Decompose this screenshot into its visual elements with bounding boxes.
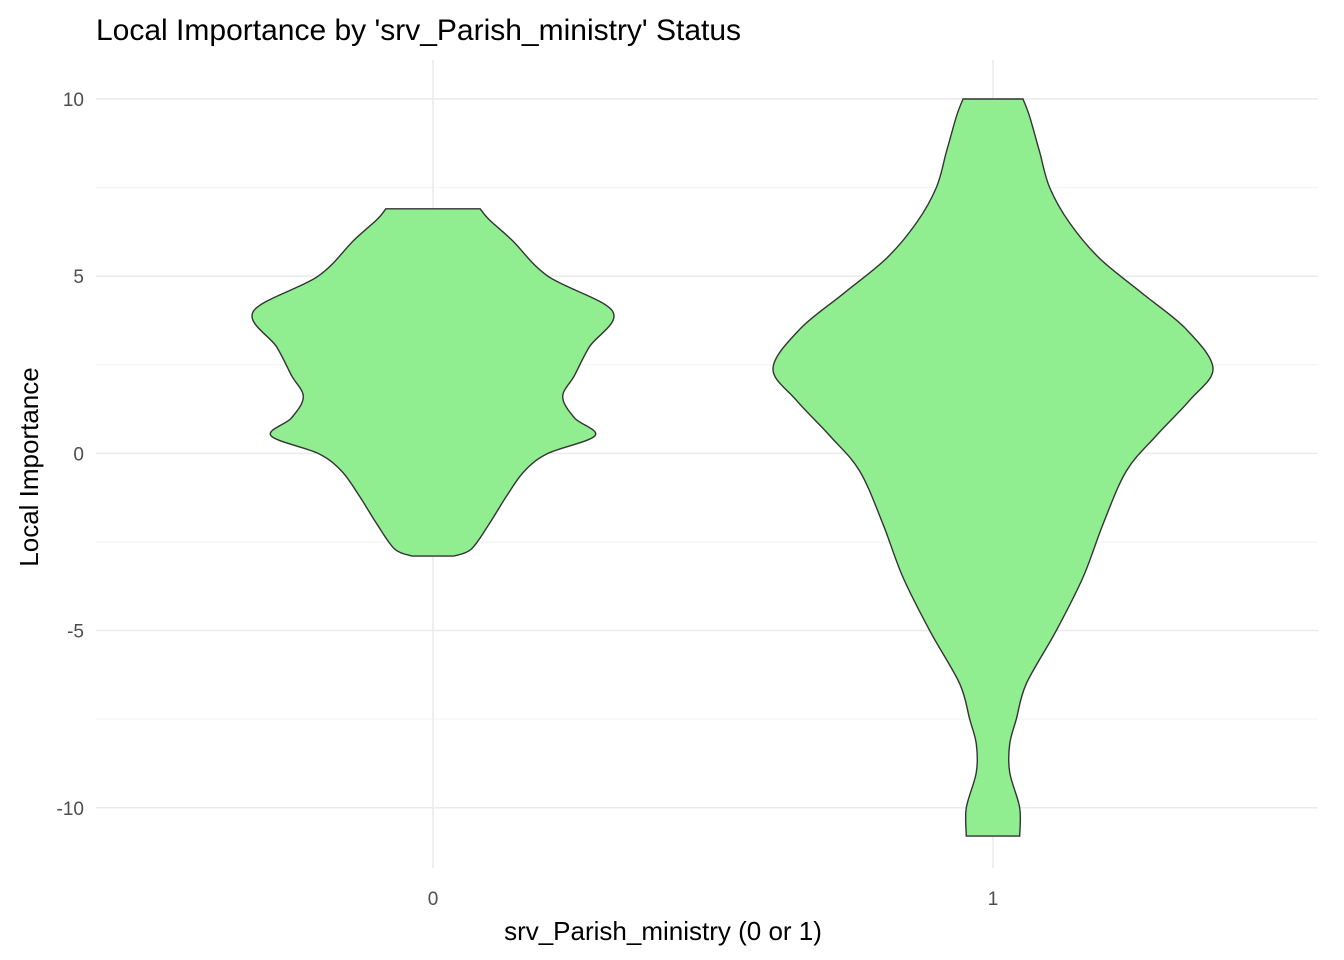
- x-tick-label: 1: [988, 889, 999, 910]
- y-tick-label: 10: [63, 90, 84, 111]
- y-tick-label: 5: [73, 267, 84, 288]
- chart-title: Local Importance by 'srv_Parish_ministry…: [96, 14, 741, 47]
- grid-lines: [96, 60, 1318, 868]
- y-tick-label: 0: [73, 444, 84, 465]
- violin-0: [251, 208, 615, 557]
- x-tick-label: 0: [428, 889, 439, 910]
- y-axis-title: Local Importance: [14, 367, 44, 566]
- y-axis-tick-labels: -10 -5 0 5 10: [57, 90, 84, 820]
- violin-1: [772, 98, 1214, 837]
- violin-plots: [251, 98, 1214, 837]
- y-tick-label: -10: [57, 799, 84, 820]
- x-axis-title: srv_Parish_ministry (0 or 1): [504, 916, 822, 946]
- y-tick-label: -5: [67, 622, 84, 643]
